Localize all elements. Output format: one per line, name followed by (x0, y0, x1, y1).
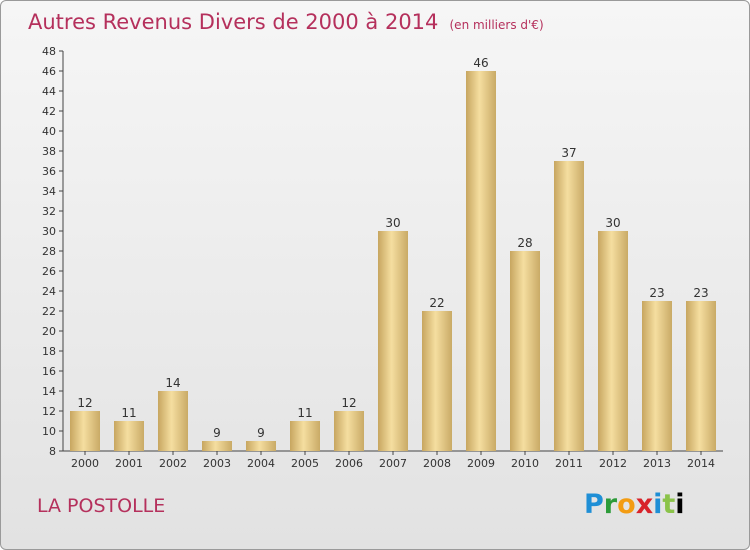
y-tick-label: 38 (42, 145, 56, 158)
commune-name: LA POSTOLLE (37, 495, 166, 517)
bar-value-label: 11 (297, 406, 312, 420)
y-tick-label: 28 (42, 245, 56, 258)
bar-value-label: 9 (257, 426, 265, 440)
bar (246, 441, 276, 451)
bar-value-label: 11 (121, 406, 136, 420)
y-tick-label: 30 (42, 225, 56, 238)
y-tick-label: 12 (42, 405, 56, 418)
y-tick-label: 26 (42, 265, 56, 278)
y-tick-label: 40 (42, 125, 56, 138)
bar (466, 71, 496, 451)
y-tick-label: 14 (42, 385, 56, 398)
bar-value-label: 12 (77, 396, 92, 410)
bar-value-label: 30 (385, 216, 400, 230)
y-tick-label: 10 (42, 425, 56, 438)
bar (378, 231, 408, 451)
bar-value-label: 22 (429, 296, 444, 310)
bar (598, 231, 628, 451)
y-tick-label: 32 (42, 205, 56, 218)
bar (70, 411, 100, 451)
y-tick-label: 24 (42, 285, 56, 298)
x-tick-label: 2000 (71, 457, 99, 470)
x-tick-label: 2003 (203, 457, 231, 470)
bar (114, 421, 144, 451)
bar-value-label: 9 (213, 426, 221, 440)
bar-value-label: 23 (649, 286, 664, 300)
y-tick-label: 16 (42, 365, 56, 378)
bar-value-label: 23 (693, 286, 708, 300)
x-tick-label: 2007 (379, 457, 407, 470)
bar (158, 391, 188, 451)
x-tick-label: 2013 (643, 457, 671, 470)
y-tick-label: 46 (42, 65, 56, 78)
bar (334, 411, 364, 451)
proxiti-logo: Proxiti (584, 489, 685, 520)
y-tick-label: 44 (42, 85, 56, 98)
x-tick-label: 2001 (115, 457, 143, 470)
x-tick-label: 2011 (555, 457, 583, 470)
chart-title-main: Autres Revenus Divers de 2000 à 2014 (28, 10, 439, 34)
bar-value-label: 37 (561, 146, 576, 160)
bar-value-label: 30 (605, 216, 620, 230)
y-tick-label: 42 (42, 105, 56, 118)
y-tick-label: 48 (42, 45, 56, 58)
bar (290, 421, 320, 451)
bar (202, 441, 232, 451)
y-tick-label: 20 (42, 325, 56, 338)
y-tick-label: 8 (49, 445, 56, 458)
bar (686, 301, 716, 451)
x-tick-label: 2010 (511, 457, 539, 470)
x-tick-label: 2004 (247, 457, 275, 470)
bar-value-label: 46 (473, 56, 488, 70)
y-tick-label: 22 (42, 305, 56, 318)
bar (554, 161, 584, 451)
bar (422, 311, 452, 451)
chart-title: Autres Revenus Divers de 2000 à 2014 (en… (28, 10, 544, 34)
bar (510, 251, 540, 451)
bar-value-label: 14 (165, 376, 180, 390)
y-tick-label: 18 (42, 345, 56, 358)
y-tick-label: 36 (42, 165, 56, 178)
bar-value-label: 12 (341, 396, 356, 410)
x-tick-label: 2002 (159, 457, 187, 470)
x-tick-label: 2012 (599, 457, 627, 470)
x-tick-label: 2006 (335, 457, 363, 470)
bar (642, 301, 672, 451)
x-tick-label: 2009 (467, 457, 495, 470)
y-tick-label: 34 (42, 185, 56, 198)
x-tick-label: 2008 (423, 457, 451, 470)
bar-value-label: 28 (517, 236, 532, 250)
chart-title-unit: (en milliers d'€) (449, 18, 544, 32)
x-tick-label: 2014 (687, 457, 715, 470)
x-tick-label: 2005 (291, 457, 319, 470)
